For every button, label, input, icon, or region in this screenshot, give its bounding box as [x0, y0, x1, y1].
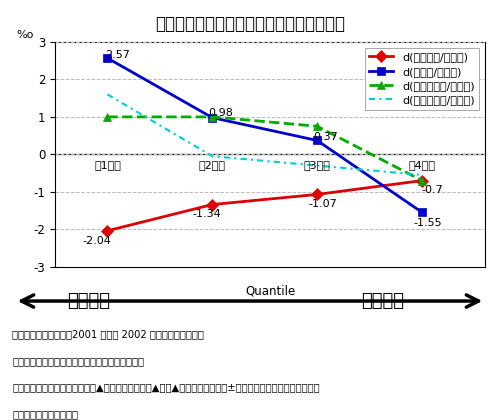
Text: 評点悪化: 評点悪化: [67, 292, 110, 310]
Text: -2.04: -2.04: [82, 236, 112, 246]
Legend: d(買入債務/総資産), d(借入金/総資産), d(短期借入金/総資産), d(長期借入金/総資産): d(買入債務/総資産), d(借入金/総資産), d(短期借入金/総資産), d…: [364, 47, 480, 110]
Text: 0.98: 0.98: [208, 108, 233, 118]
d(長期借入金/総資産): [419, 173, 425, 178]
Text: ・　第１分位は評点の変化が～▲３点、第２分位は▲２～▲１点、第３分位は±０点、第４分位は＋１点～の企: ・ 第１分位は評点の変化が～▲３点、第２分位は▲２～▲１点、第３分位は±０点、第…: [12, 383, 320, 393]
Text: 0.37: 0.37: [313, 132, 338, 142]
d(買入債務/総資産): [419, 178, 425, 183]
Text: -1.07: -1.07: [308, 199, 337, 209]
d(長期借入金/総資産): [210, 154, 216, 159]
Y-axis label: %o: %o: [16, 30, 34, 40]
Text: 業を集計している。: 業を集計している。: [12, 409, 78, 419]
d(借入金/総資産): [419, 210, 425, 215]
Text: ・　いずれの変数も、2001 年から 2002 年にかけての変化。: ・ いずれの変数も、2001 年から 2002 年にかけての変化。: [12, 329, 204, 339]
d(買入債務/総資産): [210, 202, 216, 207]
Text: 2.57: 2.57: [106, 50, 130, 60]
Text: -1.34: -1.34: [192, 209, 222, 219]
Text: -1.55: -1.55: [413, 218, 442, 228]
d(短期借入金/総資産): [419, 178, 425, 183]
d(短期借入金/総資産): [104, 114, 110, 119]
Text: 第2分位: 第2分位: [199, 160, 226, 170]
d(借入金/総資産): [314, 138, 320, 143]
Text: 企業評点と企業間信用、借入金比率の関係: 企業評点と企業間信用、借入金比率の関係: [155, 15, 345, 33]
d(長期借入金/総資産): [104, 92, 110, 97]
Text: -0.7: -0.7: [422, 185, 444, 195]
Text: 第3分位: 第3分位: [304, 160, 330, 170]
d(短期借入金/総資産): [314, 124, 320, 129]
d(長期借入金/総資産): [314, 163, 320, 168]
d(買入債務/総資産): [104, 228, 110, 233]
d(短期借入金/総資産): [210, 114, 216, 119]
Line: d(買入債務/総資産): d(買入債務/総資産): [104, 176, 426, 235]
Text: 評点改善: 評点改善: [361, 292, 404, 310]
Line: d(借入金/総資産): d(借入金/総資産): [104, 54, 426, 217]
Text: 第4分位: 第4分位: [408, 160, 436, 170]
d(借入金/総資産): [104, 55, 110, 60]
Text: ・　企業評点は、東京商工リサーチによるもの。: ・ 企業評点は、東京商工リサーチによるもの。: [12, 356, 144, 366]
Line: d(長期借入金/総資産): d(長期借入金/総資産): [108, 94, 422, 175]
d(買入債務/総資産): [314, 192, 320, 197]
Line: d(短期借入金/総資産): d(短期借入金/総資産): [104, 113, 426, 185]
Text: 第1分位: 第1分位: [94, 160, 121, 170]
d(借入金/総資産): [210, 115, 216, 120]
Text: Quantile: Quantile: [245, 285, 295, 298]
